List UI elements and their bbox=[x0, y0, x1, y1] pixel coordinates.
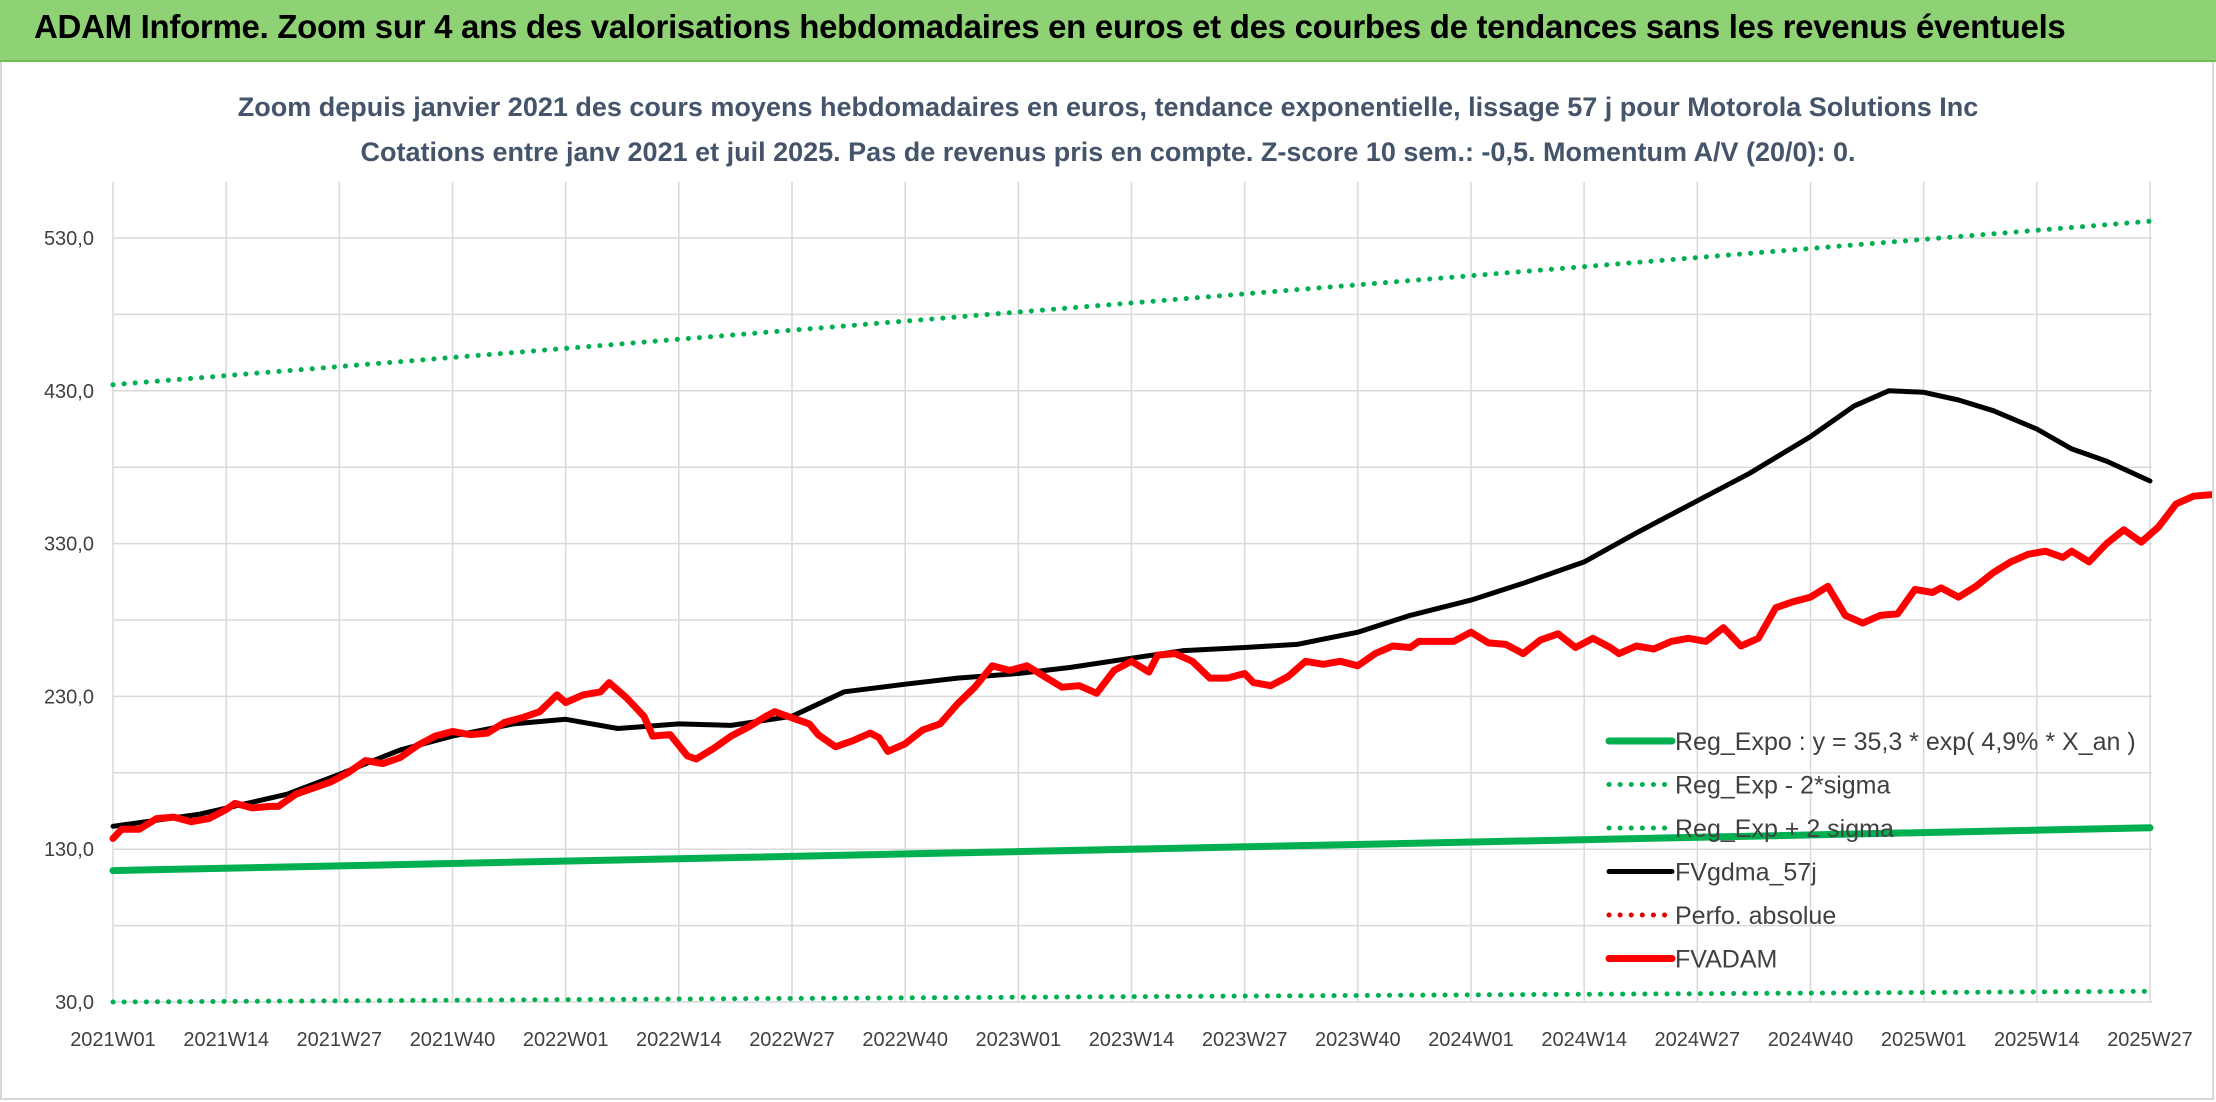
axes: 30,0 130,0 230,0 330,0 430,0 530,0 2021W01 2021… bbox=[44, 228, 2193, 1051]
x-tick-label: 2021W40 bbox=[410, 1029, 496, 1051]
series-line-fvgdma-57j bbox=[110, 388, 2153, 829]
x-tick-label: 2021W01 bbox=[70, 1029, 156, 1051]
legend-label: Reg_Exp + 2 sigma bbox=[1675, 815, 1894, 843]
report-banner: ADAM Informe. Zoom sur 4 ans des valoris… bbox=[0, 0, 2216, 62]
legend-label: FVADAM bbox=[1675, 946, 1777, 974]
x-tick-label: 2025W01 bbox=[1881, 1029, 1967, 1051]
x-tick-label: 2023W27 bbox=[1202, 1029, 1288, 1051]
x-tick-label: 2022W27 bbox=[749, 1029, 835, 1051]
x-tick-label: 2021W14 bbox=[183, 1029, 269, 1051]
x-tick-label: 2023W01 bbox=[976, 1029, 1062, 1051]
y-tick-label: 130,0 bbox=[44, 839, 94, 861]
x-tick-label: 2023W40 bbox=[1315, 1029, 1401, 1051]
chart-subtitle: Cotations entre janv 2021 et juil 2025. … bbox=[360, 137, 1855, 167]
x-tick-label: 2025W14 bbox=[1994, 1029, 2080, 1051]
x-tick-label: 2022W14 bbox=[636, 1029, 722, 1051]
x-tick-label: 2021W27 bbox=[297, 1029, 383, 1051]
gridlines bbox=[112, 182, 2152, 1003]
legend-label: Reg_Exp - 2*sigma bbox=[1675, 772, 1890, 800]
chart-frame: Zoom depuis janvier 2021 des cours moyen… bbox=[0, 62, 2214, 1100]
legend-label: FVgdma_57j bbox=[1675, 859, 1817, 887]
x-tick-label: 2024W01 bbox=[1428, 1029, 1514, 1051]
x-tick-label: 2024W14 bbox=[1541, 1029, 1627, 1051]
y-tick-label: 230,0 bbox=[44, 686, 94, 708]
y-tick-label: 30,0 bbox=[55, 992, 94, 1014]
x-tick-label: 2025W27 bbox=[2107, 1029, 2193, 1051]
series-line-fvadam bbox=[109, 491, 2212, 842]
x-tick-label: 2022W01 bbox=[523, 1029, 609, 1051]
x-tick-label: 2024W27 bbox=[1655, 1029, 1741, 1051]
chart-title: Zoom depuis janvier 2021 des cours moyen… bbox=[238, 92, 1978, 122]
x-tick-label: 2023W14 bbox=[1089, 1029, 1175, 1051]
report-title: ADAM Informe. Zoom sur 4 ans des valoris… bbox=[34, 8, 2066, 45]
y-tick-label: 430,0 bbox=[44, 381, 94, 403]
series-line-reg-expo-y-35-3-exp-4-9-x-an bbox=[109, 824, 2154, 875]
legend-label: Perfo. absolue bbox=[1675, 902, 1836, 930]
series-line-reg-exp-2-sigma bbox=[110, 218, 2153, 388]
y-tick-label: 330,0 bbox=[44, 534, 94, 556]
y-tick-label: 530,0 bbox=[44, 228, 94, 250]
x-tick-label: 2024W40 bbox=[1768, 1029, 1854, 1051]
legend-label: Reg_Expo : y = 35,3 * exp( 4,9% * X_an ) bbox=[1675, 728, 2136, 756]
chart: Zoom depuis janvier 2021 des cours moyen… bbox=[44, 92, 2212, 1051]
legend: Reg_Expo : y = 35,3 * exp( 4,9% * X_an )… bbox=[1605, 728, 2136, 974]
series-lines bbox=[109, 218, 2212, 1005]
series-line-reg-exp-2-sigma bbox=[110, 988, 2153, 1005]
x-tick-label: 2022W40 bbox=[862, 1029, 948, 1051]
